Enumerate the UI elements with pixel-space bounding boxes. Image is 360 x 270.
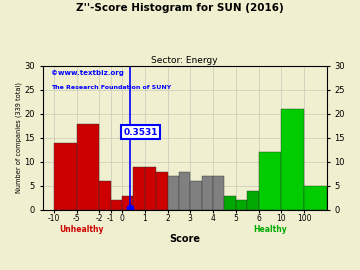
Bar	[304, 186, 327, 210]
Text: ©www.textbiz.org: ©www.textbiz.org	[51, 70, 124, 76]
Bar	[190, 181, 202, 210]
Title: Sector: Energy: Sector: Energy	[151, 56, 218, 65]
Bar	[54, 143, 77, 210]
Bar	[224, 195, 236, 210]
Bar	[213, 176, 224, 210]
Bar	[77, 124, 99, 210]
Bar	[122, 195, 134, 210]
Bar	[179, 171, 190, 210]
Text: The Research Foundation of SUNY: The Research Foundation of SUNY	[51, 85, 171, 90]
Y-axis label: Number of companies (339 total): Number of companies (339 total)	[15, 82, 22, 193]
Bar	[168, 176, 179, 210]
Text: Healthy: Healthy	[253, 225, 287, 234]
Bar	[111, 200, 122, 210]
Bar	[202, 176, 213, 210]
Text: 0.3531: 0.3531	[123, 128, 158, 137]
Bar	[236, 200, 247, 210]
Bar	[134, 167, 145, 210]
Bar	[156, 171, 168, 210]
Bar	[258, 152, 281, 210]
Text: Z''-Score Histogram for SUN (2016): Z''-Score Histogram for SUN (2016)	[76, 3, 284, 13]
Bar	[247, 191, 258, 210]
Text: Unhealthy: Unhealthy	[60, 225, 104, 234]
X-axis label: Score: Score	[169, 234, 200, 244]
Bar	[145, 167, 156, 210]
Bar	[99, 181, 111, 210]
Bar	[281, 109, 304, 210]
